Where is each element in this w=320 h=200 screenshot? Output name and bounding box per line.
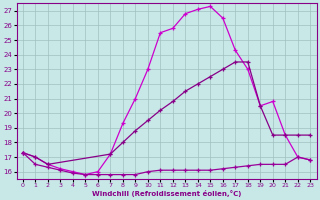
X-axis label: Windchill (Refroidissement éolien,°C): Windchill (Refroidissement éolien,°C) — [92, 190, 241, 197]
